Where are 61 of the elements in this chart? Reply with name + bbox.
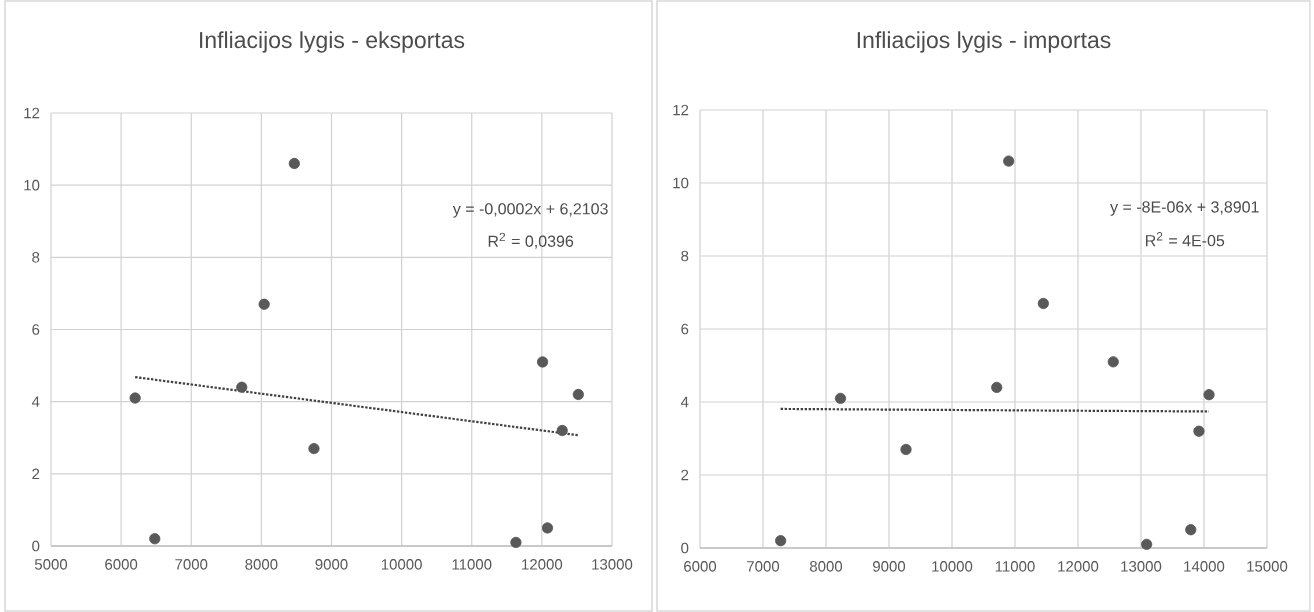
y-tick-label: 6: [681, 323, 689, 335]
point: [556, 424, 568, 437]
x-tick-label: 9000: [873, 561, 906, 572]
point: [541, 522, 554, 534]
annotation: R$^{2}$ = 4E-05: [1146, 232, 1225, 247]
y-tick-label: 2: [32, 468, 40, 480]
y-tick-label: 10: [24, 179, 40, 191]
point: [775, 535, 787, 547]
y-tick-label: 2: [681, 469, 689, 481]
x-tick-label: 11000: [995, 561, 1035, 572]
x-tick-label: 8000: [809, 561, 843, 572]
point: [510, 536, 522, 548]
x-tick-label: 10000: [381, 559, 422, 570]
x-tick-label: 5000: [34, 559, 68, 570]
y-tick-label: 0: [681, 542, 689, 554]
x-tick-label: 8000: [245, 559, 278, 570]
point: [149, 533, 161, 545]
point: [1037, 297, 1049, 310]
point: [834, 392, 847, 404]
chart-title: Infliacijos lygis - eksportas: [200, 31, 465, 53]
point: [572, 388, 584, 401]
x-tick-label: 11000: [452, 559, 492, 570]
chart-title: Infliacijos lygis - importas: [857, 31, 1111, 53]
x-tick-label: 7000: [175, 559, 208, 570]
x-tick-label: 6000: [105, 559, 138, 570]
y-tick-label: 12: [673, 104, 689, 116]
x-tick-label: 13000: [592, 559, 633, 570]
x-tick-label: 9000: [315, 559, 348, 570]
y-tick-label: 10: [673, 177, 689, 189]
point: [900, 443, 912, 456]
annotation: R$^{2}$ = 0,0396: [488, 232, 574, 249]
y-tick-label: 0: [32, 540, 40, 552]
point: [536, 356, 549, 368]
point: [236, 381, 248, 393]
y-tick-label: 4: [680, 396, 689, 408]
point: [1185, 524, 1197, 536]
y-tick-label: 6: [32, 324, 40, 335]
point: [288, 157, 300, 170]
x-tick-label: 10000: [932, 561, 973, 572]
y-tick-label: 8: [32, 252, 40, 263]
point: [258, 298, 270, 310]
point: [1203, 389, 1215, 401]
y-tick-label: 4: [31, 396, 40, 407]
x-tick-label: 14000: [1184, 561, 1225, 572]
point: [1003, 155, 1015, 167]
x-tick-label: 15000: [1247, 561, 1288, 572]
point: [1107, 356, 1119, 368]
point: [991, 381, 1003, 393]
x-tick-label: 7000: [747, 561, 780, 572]
annotation: y = -8E-06x + 3,8901: [1110, 201, 1259, 216]
x-tick-label: 12000: [1058, 561, 1099, 572]
point: [129, 392, 141, 404]
x-tick-label: 6000: [684, 561, 717, 572]
y-tick-label: 12: [24, 107, 40, 119]
point: [1141, 538, 1153, 550]
x-tick-label: 12000: [522, 559, 563, 570]
annotation: y = -0,0002x + 6,2103: [452, 203, 608, 218]
y-tick-label: 8: [681, 250, 689, 262]
x-tick-label: 13000: [1121, 561, 1162, 572]
point: [308, 442, 320, 455]
point: [1193, 425, 1205, 437]
